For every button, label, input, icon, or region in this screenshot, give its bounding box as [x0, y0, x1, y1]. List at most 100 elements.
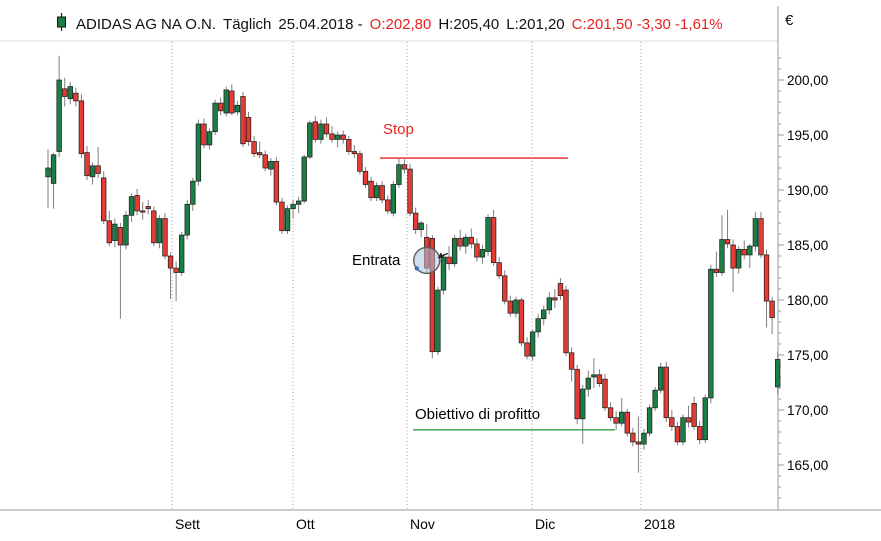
x-axis-tick-label: Dic	[535, 516, 555, 532]
candle-up	[747, 245, 753, 256]
candle-up	[334, 134, 341, 140]
candle-down	[329, 133, 335, 140]
candle-up	[641, 432, 647, 445]
candle-up	[463, 236, 469, 247]
candle-down	[101, 177, 107, 222]
candle-up	[212, 102, 218, 133]
entry-annotation-label[interactable]: Entrata	[352, 252, 401, 269]
y-axis-tick-label: 180,00	[787, 293, 828, 308]
candle-down	[73, 92, 79, 102]
candle-up	[223, 89, 229, 114]
candle-up	[156, 218, 163, 244]
candle-down	[362, 170, 369, 185]
candle-up	[658, 366, 664, 391]
y-axis-tick-label: 165,00	[787, 458, 828, 473]
candle-up	[50, 154, 57, 184]
candle-down	[95, 165, 101, 174]
candle-down	[635, 441, 642, 445]
x-axis-tick-label: 2018	[644, 516, 675, 532]
candle-up	[513, 299, 519, 314]
candle-down	[568, 352, 575, 370]
candle-down	[62, 88, 68, 97]
quote-high: H:205,40	[438, 15, 500, 33]
candle-up	[206, 131, 213, 146]
candle-down	[557, 283, 564, 296]
candle-down	[724, 239, 731, 245]
candle-up	[396, 164, 402, 185]
candle-down	[758, 218, 764, 256]
candle-down	[84, 152, 90, 177]
candle-down	[256, 152, 263, 156]
candle-down	[552, 297, 558, 301]
candle-down	[151, 210, 157, 244]
candle-up	[591, 374, 597, 378]
y-axis-tick-label: 170,00	[787, 403, 828, 418]
quote-date: 25.04.2018 -	[278, 15, 363, 33]
candle-down	[340, 134, 346, 140]
candle-down	[201, 123, 207, 146]
entry-circle-handle[interactable]	[414, 266, 419, 271]
candle-up	[284, 208, 291, 232]
candle-down	[613, 417, 619, 424]
candlestick-icon	[56, 12, 67, 36]
candle-down	[496, 262, 502, 277]
candle-down	[507, 300, 513, 314]
candle-up	[89, 165, 96, 178]
candle-down	[691, 403, 697, 427]
candle-down	[412, 212, 419, 230]
candle-up	[128, 196, 135, 216]
candle-up	[184, 203, 190, 236]
timeframe-label: Täglich	[223, 15, 272, 33]
candle-up	[67, 86, 73, 100]
stop-annotation-label[interactable]: Stop	[383, 121, 414, 138]
candle-up	[190, 180, 196, 205]
candle-up	[307, 122, 313, 158]
instrument-name: ADIDAS AG NA O.N.	[76, 15, 217, 33]
candle-down	[240, 96, 246, 145]
candle-up	[295, 200, 302, 205]
candle-down	[457, 238, 463, 247]
candle-down	[518, 299, 525, 344]
candle-up	[123, 214, 129, 246]
candle-down	[630, 432, 636, 443]
candle-down	[524, 342, 530, 357]
candle-up	[546, 297, 552, 311]
candle-up	[535, 318, 541, 333]
x-axis-tick-label: Nov	[410, 516, 435, 532]
candle-up	[774, 359, 781, 388]
profit-target-annotation-label[interactable]: Obiettivo di profitto	[415, 406, 541, 423]
candle-down	[474, 243, 480, 258]
candle-up	[485, 217, 491, 252]
candle-down	[596, 374, 603, 384]
x-axis-tick-label: Ott	[296, 516, 315, 532]
candle-down	[685, 417, 692, 423]
candle-down	[78, 100, 85, 155]
entry-circle[interactable]	[413, 246, 441, 275]
candle-up	[752, 218, 759, 247]
candle-up	[736, 249, 742, 269]
candle-up	[652, 389, 658, 409]
candle-down	[401, 164, 408, 170]
candle-down	[167, 255, 174, 269]
candle-down	[134, 195, 140, 212]
candle-down	[407, 168, 413, 214]
candle-up	[580, 388, 586, 420]
y-axis-tick-label: 190,00	[787, 183, 828, 198]
candle-up	[708, 268, 714, 399]
candle-down	[741, 249, 747, 256]
candle-down	[140, 210, 146, 213]
candle-down	[769, 300, 775, 318]
candle-down	[624, 411, 630, 434]
candle-down	[385, 199, 391, 212]
chart-title-bar: ADIDAS AG NA O.N. Täglich 25.04.2018 - O…	[56, 12, 723, 36]
candle-up	[719, 239, 725, 273]
candle-down	[323, 123, 330, 135]
candle-down	[351, 151, 358, 155]
candle-up	[646, 407, 653, 434]
candle-down	[697, 426, 703, 441]
candle-down	[502, 275, 508, 302]
x-axis-tick-label: Sett	[175, 516, 200, 532]
candle-down	[468, 236, 474, 245]
